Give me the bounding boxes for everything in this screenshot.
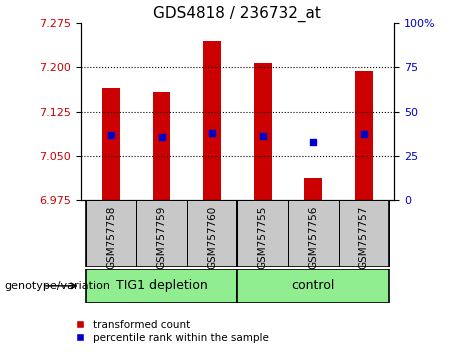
Bar (304, 178, 322, 200)
Text: GSM757760: GSM757760 (207, 205, 217, 269)
Text: genotype/variation: genotype/variation (5, 281, 111, 291)
Bar (86, 200, 237, 267)
Title: GDS4818 / 236732_at: GDS4818 / 236732_at (154, 5, 321, 22)
Text: GSM757759: GSM757759 (157, 205, 166, 269)
Bar (136, 200, 187, 267)
Bar (102, 88, 120, 200)
Bar (153, 92, 171, 200)
Text: GSM757755: GSM757755 (258, 205, 268, 269)
Bar (237, 200, 288, 267)
Text: GSM757758: GSM757758 (106, 205, 116, 269)
Bar (355, 72, 372, 200)
Bar (187, 200, 237, 267)
Text: GSM757757: GSM757757 (359, 205, 369, 269)
Text: GSM757756: GSM757756 (308, 205, 318, 269)
Bar (203, 41, 221, 200)
Bar (288, 200, 338, 267)
Text: TIG1 depletion: TIG1 depletion (116, 279, 207, 292)
Bar (237, 200, 389, 267)
Bar (338, 200, 389, 267)
Bar (254, 63, 272, 200)
Bar (86, 269, 237, 303)
Text: control: control (291, 279, 335, 292)
Bar (86, 200, 136, 267)
Legend: transformed count, percentile rank within the sample: transformed count, percentile rank withi… (65, 315, 273, 347)
Bar (237, 269, 389, 303)
